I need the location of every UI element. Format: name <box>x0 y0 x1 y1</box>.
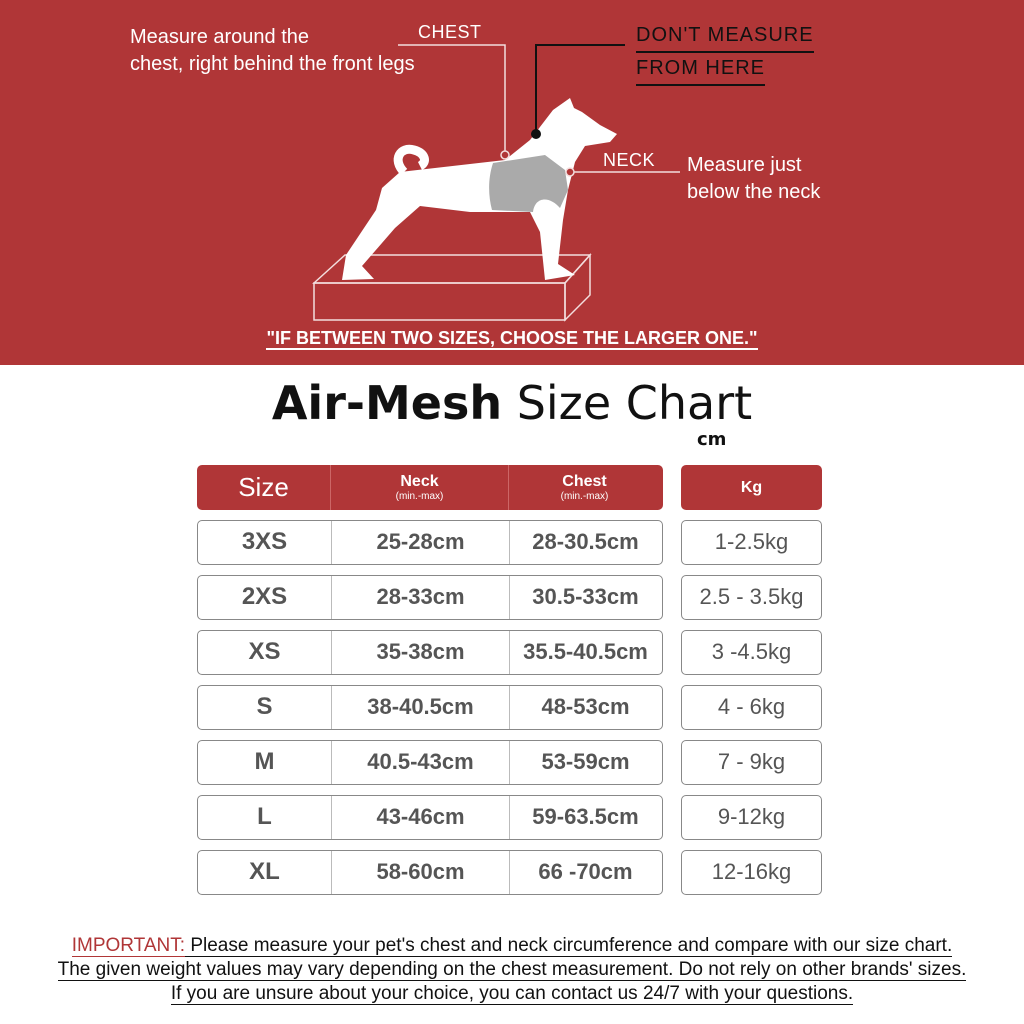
neck-cell: 25-28cm <box>331 521 509 564</box>
kg-cell: 4 - 6kg <box>717 694 786 720</box>
header-chest: Chest (min.-max) <box>508 465 660 510</box>
header-kg: Kg <box>740 478 763 496</box>
kg-row: 12-16kg <box>681 850 822 895</box>
chest-cell: 66 -70cm <box>509 851 661 894</box>
size-advice: "IF BETWEEN TWO SIZES, CHOOSE THE LARGER… <box>266 328 758 350</box>
kg-row: 9-12kg <box>681 795 822 840</box>
chest-label: CHEST <box>418 22 482 42</box>
table-row: XS 35-38cm 35.5-40.5cm <box>197 630 663 675</box>
size-cell: S <box>256 693 273 721</box>
dog-measurement-illustration <box>312 44 680 322</box>
neck-label: NECK <box>603 150 656 170</box>
table-row: XL 58-60cm 66 -70cm <box>197 850 663 895</box>
kg-cell: 2.5 - 3.5kg <box>699 584 804 610</box>
size-cell: XL <box>249 858 280 886</box>
note-line-3: If you are unsure about your choice, you… <box>170 983 854 1005</box>
dont-measure-dot <box>531 129 541 139</box>
table-row: M 40.5-43cm 53-59cm <box>197 740 663 785</box>
table-row: 2XS 28-33cm 30.5-33cm <box>197 575 663 620</box>
kg-row: 3 -4.5kg <box>681 630 822 675</box>
note-line-2: The given weight values may vary dependi… <box>57 959 967 981</box>
size-cell: XS <box>248 638 281 666</box>
chest-cell: 59-63.5cm <box>509 796 661 839</box>
chest-cell: 53-59cm <box>509 741 661 784</box>
neck-cell: 38-40.5cm <box>331 686 509 729</box>
harness <box>489 155 568 212</box>
kg-row: 4 - 6kg <box>681 685 822 730</box>
header-size: Size <box>238 472 289 503</box>
kg-row: 2.5 - 3.5kg <box>681 575 822 620</box>
chest-cell: 30.5-33cm <box>509 576 661 619</box>
chest-cell: 28-30.5cm <box>509 521 661 564</box>
important-label: IMPORTANT: <box>71 935 186 957</box>
kg-row: 7 - 9kg <box>681 740 822 785</box>
header-neck: Neck (min.-max) <box>330 465 508 510</box>
kg-cell: 7 - 9kg <box>717 749 786 775</box>
size-cell: 3XS <box>241 528 288 556</box>
table-row: L 43-46cm 59-63.5cm <box>197 795 663 840</box>
unit-label: cm <box>697 429 727 450</box>
page-title: Air-Mesh Size Chart <box>271 376 753 430</box>
neck-cell: 43-46cm <box>331 796 509 839</box>
chest-instruction: Measure around the chest, right behind th… <box>130 26 415 75</box>
size-cell: 2XS <box>241 583 288 611</box>
neck-cell: 58-60cm <box>331 851 509 894</box>
table-row: 3XS 25-28cm 28-30.5cm <box>197 520 663 565</box>
neck-cell: 35-38cm <box>331 631 509 674</box>
chest-cell: 48-53cm <box>509 686 661 729</box>
dog-silhouette <box>342 98 617 280</box>
kg-cell: 3 -4.5kg <box>711 639 792 665</box>
neck-instruction: Measure just below the neck <box>687 154 821 203</box>
size-cell: M <box>254 748 275 776</box>
table-header-kg: Kg <box>681 465 822 510</box>
kg-cell: 12-16kg <box>711 859 792 885</box>
kg-cell: 1-2.5kg <box>714 529 789 555</box>
neck-cell: 40.5-43cm <box>331 741 509 784</box>
size-cell: L <box>257 803 272 831</box>
measurement-banner: Measure around the chest, right behind th… <box>0 0 1024 365</box>
kg-cell: 9-12kg <box>717 804 786 830</box>
table-row: S 38-40.5cm 48-53cm <box>197 685 663 730</box>
table-header: Size Neck (min.-max) Chest (min.-max) <box>197 465 663 510</box>
dont-measure-label: DON'T MEASURE FROM HERE <box>636 20 814 86</box>
neck-cell: 28-33cm <box>331 576 509 619</box>
chest-cell: 35.5-40.5cm <box>509 631 661 674</box>
important-note: IMPORTANT: Please measure your pet's che… <box>0 934 1024 1006</box>
note-line-1: Please measure your pet's chest and neck… <box>185 935 953 957</box>
kg-row: 1-2.5kg <box>681 520 822 565</box>
